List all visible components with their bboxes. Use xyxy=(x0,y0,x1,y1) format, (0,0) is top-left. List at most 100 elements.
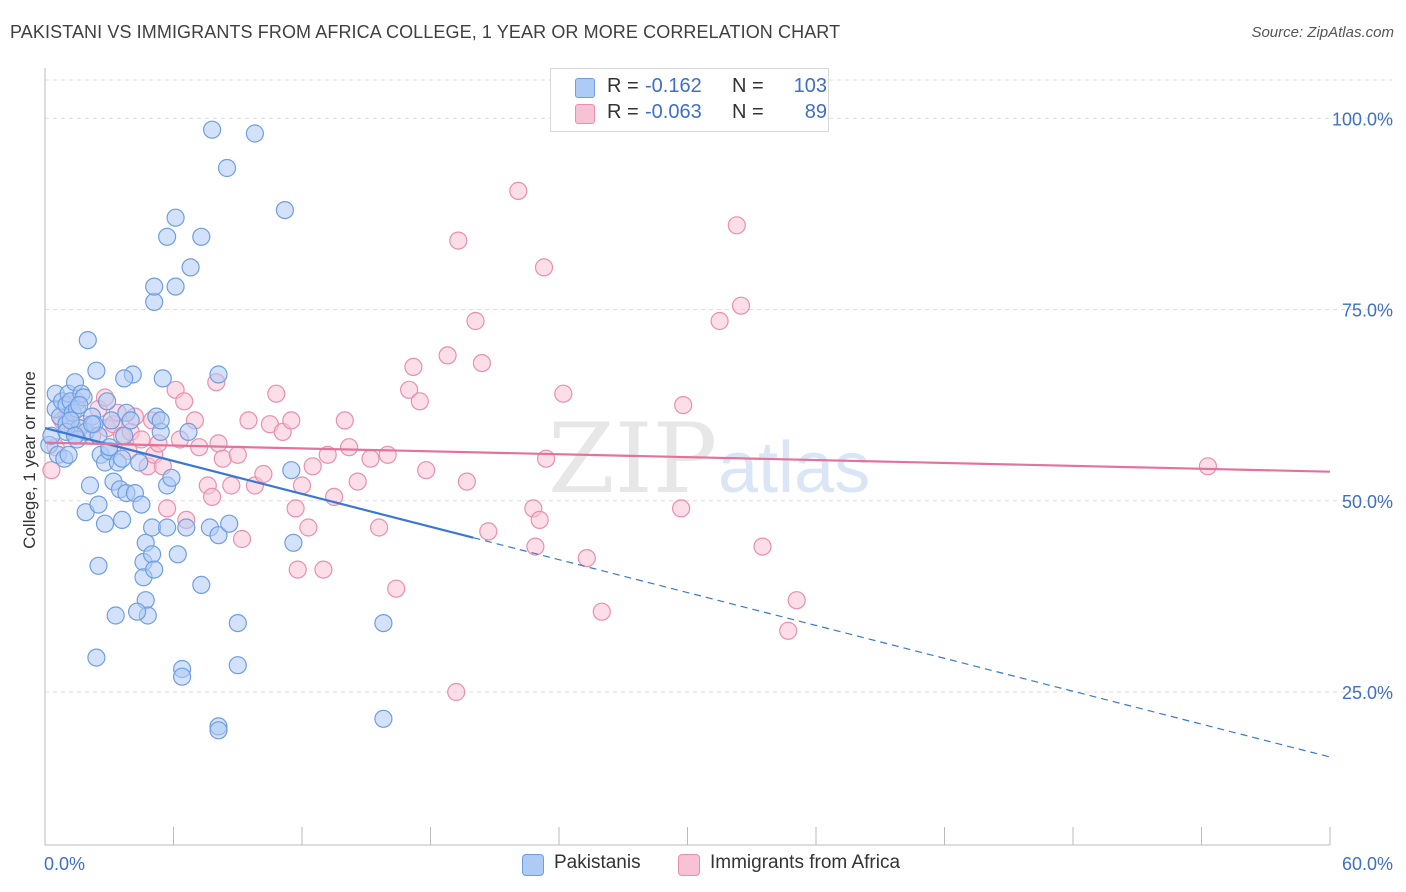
x-tick-label: 0.0% xyxy=(44,854,85,874)
data-point-immigrants-from-africa xyxy=(554,384,573,403)
data-point-immigrants-from-africa xyxy=(318,445,337,464)
data-point-pakistanis xyxy=(217,158,237,178)
data-point-pakistanis xyxy=(115,369,134,388)
data-point-pakistanis xyxy=(70,396,89,415)
data-point-pakistanis xyxy=(78,331,97,350)
trend-line-pakistanis-projection xyxy=(473,537,1331,758)
n-label: N = xyxy=(732,101,764,123)
y-tick-label: 50.0% xyxy=(1342,492,1393,512)
data-point-immigrants-from-africa xyxy=(335,411,354,430)
chart-title: PAKISTANI VS IMMIGRANTS FROM AFRICA COLL… xyxy=(10,22,841,42)
data-point-immigrants-from-africa xyxy=(671,499,691,518)
data-point-immigrants-from-africa xyxy=(457,472,476,491)
data-point-immigrants-from-africa xyxy=(410,392,429,411)
n-value: 103 xyxy=(793,75,827,97)
data-point-immigrants-from-africa xyxy=(288,560,307,579)
pakistanis-swatch xyxy=(575,78,595,98)
data-point-pakistanis xyxy=(282,461,301,480)
watermark-zip: ZIP xyxy=(548,403,717,515)
data-point-immigrants-from-africa xyxy=(509,181,528,200)
trend-line-pakistanis xyxy=(44,427,474,539)
immigrants-swatch xyxy=(678,854,700,876)
legend-label: Pakistanis xyxy=(554,852,641,873)
data-point-pakistanis xyxy=(158,518,177,537)
data-point-pakistanis xyxy=(220,514,239,533)
watermark-atlas: atlas xyxy=(718,428,870,508)
data-point-immigrants-from-africa xyxy=(222,476,241,495)
data-point-pakistanis xyxy=(209,526,228,545)
data-point-pakistanis xyxy=(209,721,228,740)
r-value: -0.063 xyxy=(645,101,702,123)
data-point-immigrants-from-africa xyxy=(303,457,322,476)
data-point-pakistanis xyxy=(209,365,228,384)
data-point-pakistanis xyxy=(82,415,102,434)
legend-label: Immigrants from Africa xyxy=(710,852,901,873)
data-point-immigrants-from-africa xyxy=(314,560,333,579)
data-point-immigrants-from-africa xyxy=(348,472,367,491)
data-point-immigrants-from-africa xyxy=(209,434,228,453)
data-point-pakistanis xyxy=(115,426,134,445)
data-point-immigrants-from-africa xyxy=(228,445,247,464)
data-point-pakistanis xyxy=(87,648,106,667)
data-point-pakistanis xyxy=(162,468,181,487)
series-pakistanis xyxy=(40,120,393,740)
data-point-pakistanis xyxy=(374,613,393,633)
axes xyxy=(44,68,1331,846)
data-point-immigrants-from-africa xyxy=(787,591,806,610)
data-point-immigrants-from-africa xyxy=(727,216,746,235)
immigrants-swatch xyxy=(575,104,595,124)
data-point-immigrants-from-africa xyxy=(370,518,389,537)
data-point-pakistanis xyxy=(203,120,222,139)
data-point-immigrants-from-africa xyxy=(438,346,457,365)
data-point-immigrants-from-africa xyxy=(526,537,545,556)
data-point-immigrants-from-africa xyxy=(753,537,772,556)
trend-line-immigrants-from-africa xyxy=(44,441,1331,473)
data-point-pakistanis xyxy=(166,208,185,227)
data-point-immigrants-from-africa xyxy=(232,529,252,549)
watermark: ZIP atlas xyxy=(548,403,870,515)
data-point-immigrants-from-africa xyxy=(472,354,491,373)
data-point-pakistanis xyxy=(173,667,192,686)
data-point-pakistanis xyxy=(179,422,198,441)
data-point-immigrants-from-africa xyxy=(592,602,611,621)
data-point-immigrants-from-africa xyxy=(710,311,729,331)
data-point-immigrants-from-africa xyxy=(449,231,468,250)
x-tick-label: 60.0% xyxy=(1342,854,1393,874)
data-point-pakistanis xyxy=(61,411,80,430)
data-point-pakistanis xyxy=(106,606,125,625)
data-point-immigrants-from-africa xyxy=(203,487,222,506)
data-point-pakistanis xyxy=(102,411,121,430)
data-point-immigrants-from-africa xyxy=(417,461,436,480)
trend-lines xyxy=(44,427,1331,758)
data-point-immigrants-from-africa xyxy=(404,357,423,376)
data-point-pakistanis xyxy=(132,495,151,514)
data-point-immigrants-from-africa xyxy=(466,311,485,331)
data-point-immigrants-from-africa xyxy=(239,411,258,430)
data-point-immigrants-from-africa xyxy=(254,464,273,484)
data-point-pakistanis xyxy=(87,361,106,380)
series-immigrants-from-africa xyxy=(42,181,1218,702)
data-point-pakistanis xyxy=(192,575,211,595)
data-point-pakistanis xyxy=(59,445,78,464)
data-point-pakistanis xyxy=(145,292,164,311)
data-point-immigrants-from-africa xyxy=(286,499,305,518)
data-point-pakistanis xyxy=(95,514,115,533)
data-point-pakistanis xyxy=(177,518,196,537)
data-point-pakistanis xyxy=(374,709,393,728)
stats-box: R = -0.162 N = 103 R = -0.063 N = 89 xyxy=(550,68,829,132)
r-label: R = xyxy=(607,75,639,97)
data-point-immigrants-from-africa xyxy=(479,522,498,541)
data-point-pakistanis xyxy=(228,613,247,633)
data-point-pakistanis xyxy=(143,545,162,564)
y-tick-label: 25.0% xyxy=(1342,683,1393,703)
data-point-immigrants-from-africa xyxy=(361,449,380,468)
data-point-immigrants-from-africa xyxy=(534,258,554,277)
data-point-pakistanis xyxy=(112,449,132,468)
data-point-immigrants-from-africa xyxy=(387,579,406,598)
data-point-immigrants-from-africa xyxy=(267,384,286,403)
data-point-pakistanis xyxy=(145,277,164,296)
data-point-immigrants-from-africa xyxy=(282,411,301,430)
data-point-immigrants-from-africa xyxy=(674,396,693,415)
data-point-pakistanis xyxy=(228,656,247,675)
